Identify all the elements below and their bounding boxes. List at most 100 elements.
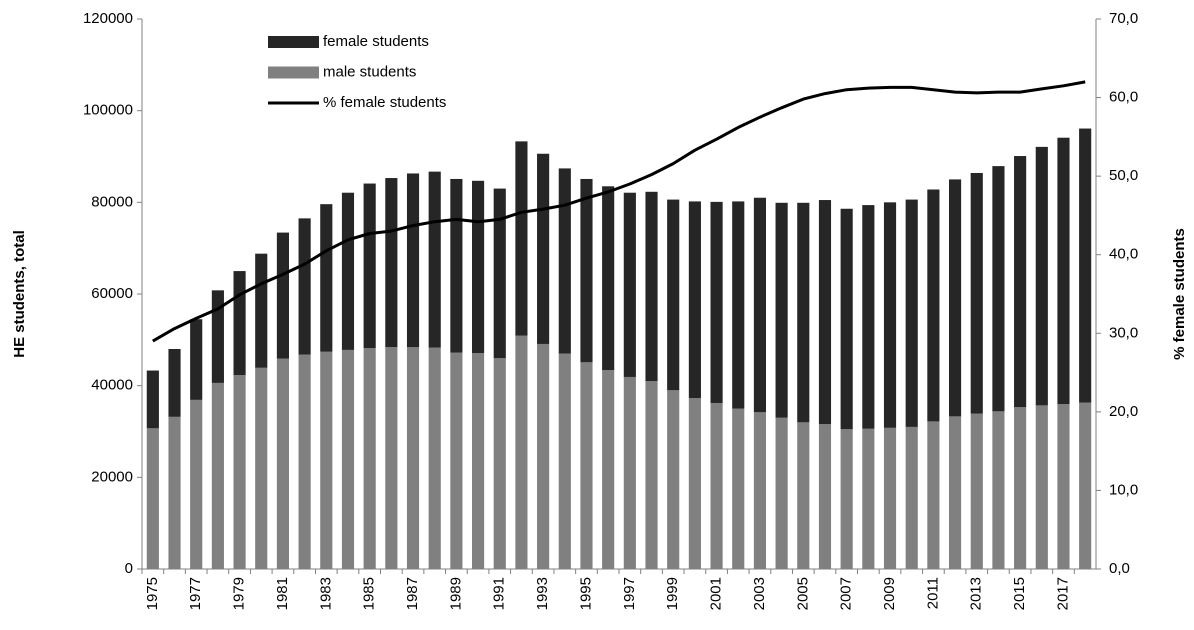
bar-segment bbox=[320, 351, 333, 569]
bar-segment bbox=[168, 416, 181, 569]
y-tick-label: 120000 bbox=[83, 10, 133, 27]
x-tick-label: 1981 bbox=[274, 577, 291, 610]
bar-segment bbox=[970, 173, 983, 414]
bar-segment bbox=[948, 416, 962, 569]
bar-segment bbox=[732, 201, 745, 409]
x-tick-label: 1997 bbox=[621, 577, 638, 610]
bar-segment bbox=[471, 353, 485, 569]
bar-segment bbox=[450, 352, 463, 569]
x-tick-label: 2007 bbox=[838, 577, 855, 610]
bar-segment bbox=[190, 399, 203, 569]
x-tick-label: 1999 bbox=[664, 577, 681, 610]
x-tick-label: 2011 bbox=[924, 577, 941, 609]
y2-tick-label: 30,0 bbox=[1109, 324, 1138, 341]
bar-segment bbox=[493, 358, 506, 569]
x-tick-label: 2013 bbox=[968, 577, 985, 610]
bar-segment bbox=[233, 271, 246, 376]
x-tick-label: 1979 bbox=[231, 577, 248, 610]
bar-segment bbox=[688, 398, 701, 569]
y-tick-label: 80000 bbox=[91, 193, 133, 210]
bar-segment bbox=[1035, 405, 1048, 569]
bar-segment bbox=[320, 204, 333, 352]
bar-segment bbox=[406, 347, 420, 569]
bar-segment bbox=[146, 370, 159, 429]
bar-segment bbox=[428, 347, 441, 569]
bar-segment bbox=[211, 382, 224, 569]
x-tick-label: 1983 bbox=[317, 577, 334, 610]
bar-segment bbox=[255, 367, 268, 569]
legend-swatch bbox=[268, 66, 319, 79]
y2-tick-label: 40,0 bbox=[1109, 246, 1138, 263]
bar-segment bbox=[992, 411, 1005, 569]
y-tick-label: 20000 bbox=[91, 468, 133, 485]
line-series bbox=[152, 80, 1086, 343]
bar-segment bbox=[363, 183, 376, 349]
legend-label: male students bbox=[323, 63, 416, 80]
bar-segment bbox=[602, 186, 615, 371]
x-tick-label: 1975 bbox=[144, 577, 161, 610]
bar-segment bbox=[493, 188, 506, 359]
bar-segment bbox=[818, 424, 832, 569]
bar-segment bbox=[276, 358, 290, 569]
bar-segment bbox=[211, 290, 224, 383]
bar-segment bbox=[255, 253, 268, 368]
y-tick-label: 100000 bbox=[83, 102, 133, 119]
x-tick-label: 2015 bbox=[1011, 577, 1028, 610]
bar-segment bbox=[190, 319, 203, 400]
bar-segment bbox=[450, 178, 463, 353]
bar-segment bbox=[688, 201, 701, 399]
y2-tick-label: 10,0 bbox=[1109, 481, 1138, 498]
bar-segment bbox=[363, 348, 376, 569]
bar-segment bbox=[471, 180, 485, 354]
x-tick-label: 1995 bbox=[577, 577, 594, 610]
bar-segment bbox=[862, 205, 875, 429]
bar-segment bbox=[558, 353, 571, 569]
y2-tick-label: 20,0 bbox=[1109, 403, 1138, 420]
bar-segment bbox=[948, 179, 962, 417]
bar-segment bbox=[406, 173, 420, 348]
y-tick-label: 0 bbox=[125, 560, 133, 577]
x-tick-label: 1985 bbox=[361, 577, 378, 610]
bar-segment bbox=[905, 199, 918, 427]
bar-segment bbox=[602, 370, 615, 569]
y-axis-title: HE students, total bbox=[11, 230, 28, 358]
bar-segment bbox=[775, 417, 788, 569]
bar-segment bbox=[1079, 128, 1092, 403]
x-tick-label: 1987 bbox=[404, 577, 421, 610]
bar-segment bbox=[970, 413, 983, 569]
bar-segment bbox=[515, 141, 528, 336]
legend-label: female students bbox=[323, 33, 429, 50]
y2-tick-label: 70,0 bbox=[1109, 10, 1138, 27]
bar-segment bbox=[1057, 404, 1070, 569]
x-tick-label: 1989 bbox=[447, 577, 464, 610]
bar-segment bbox=[385, 347, 398, 569]
x-tick-label: 1991 bbox=[491, 577, 508, 610]
bar-segment bbox=[797, 202, 810, 423]
bar-segment bbox=[168, 349, 181, 417]
bar-segment bbox=[580, 362, 593, 569]
bar-segment bbox=[862, 428, 875, 569]
bar-segment bbox=[515, 335, 528, 569]
bar-segment bbox=[146, 428, 159, 569]
bar-segment bbox=[797, 422, 810, 569]
bar-segment bbox=[732, 408, 745, 569]
bar-segment bbox=[1035, 146, 1048, 406]
bar-segment bbox=[905, 426, 918, 569]
bar-segment bbox=[1057, 137, 1070, 405]
y2-tick-label: 0,0 bbox=[1109, 560, 1130, 577]
bar-segment bbox=[818, 200, 832, 425]
bar-segment bbox=[645, 381, 658, 569]
bar-segment bbox=[341, 192, 355, 350]
bar-segment bbox=[710, 403, 723, 569]
bar-segment bbox=[623, 376, 636, 569]
bar-segment bbox=[840, 429, 853, 569]
bar-segment bbox=[927, 421, 940, 569]
bar-segment bbox=[840, 208, 853, 430]
legend-label: % female students bbox=[323, 94, 446, 111]
bar-segment bbox=[883, 427, 897, 569]
bar-segment bbox=[580, 178, 593, 363]
bar-segment bbox=[233, 375, 246, 569]
x-tick-label: 2005 bbox=[794, 577, 811, 610]
bar-segment bbox=[341, 349, 355, 569]
